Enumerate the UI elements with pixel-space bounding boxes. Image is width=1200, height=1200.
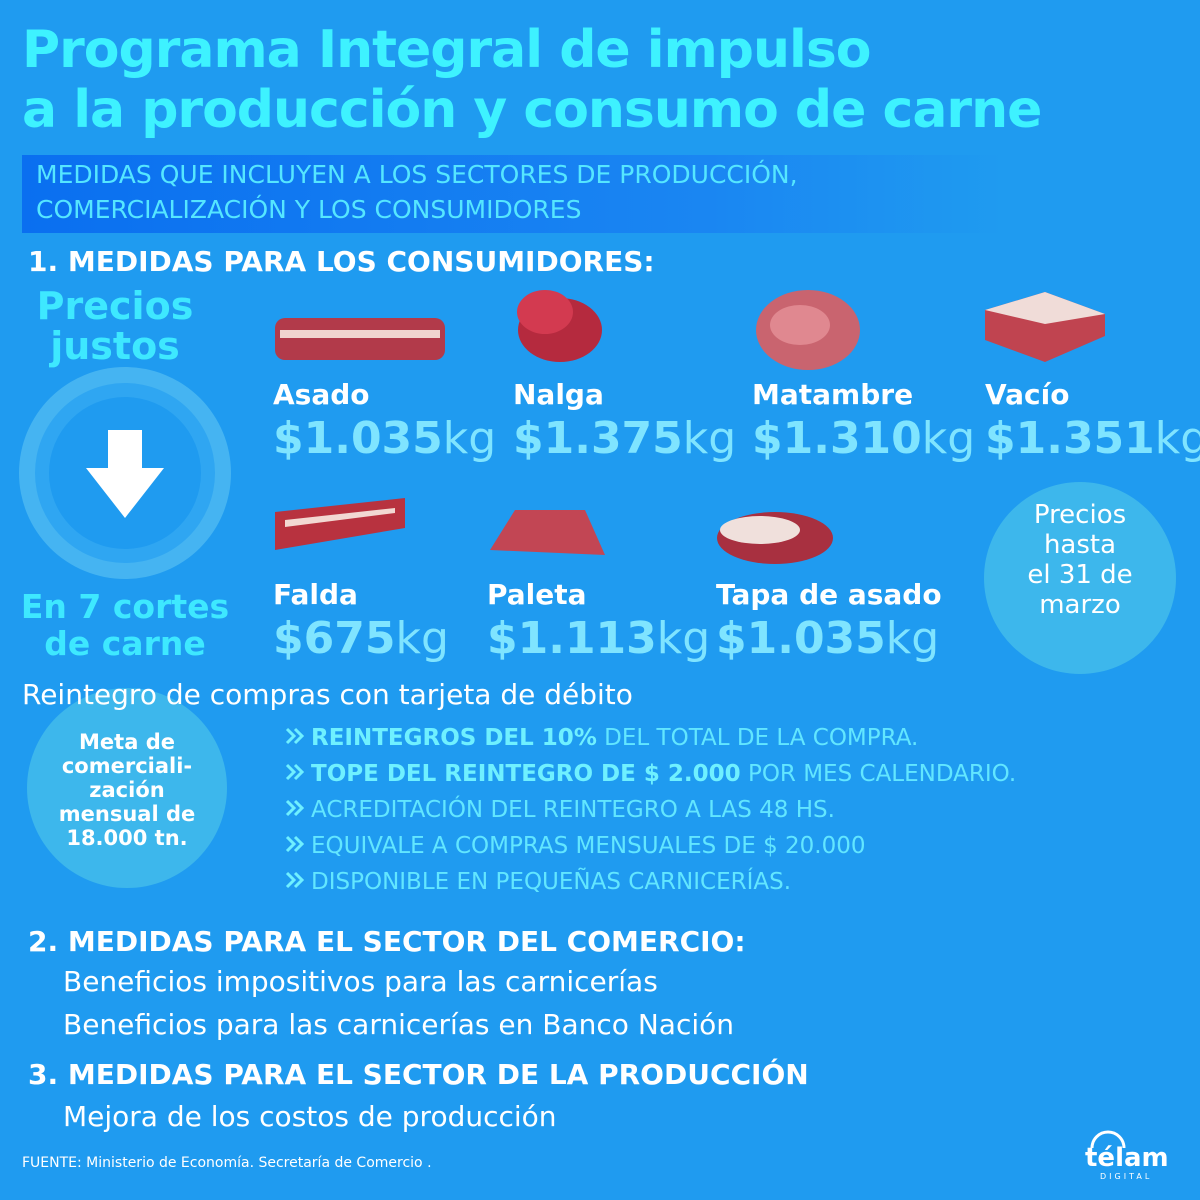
cut-price: $1.113kg — [487, 613, 710, 664]
section-heading: 1. MEDIDAS PARA LOS CONSUMIDORES: — [28, 245, 655, 278]
goal-bubble — [27, 688, 227, 888]
cut-name: Paleta — [487, 578, 587, 611]
price-unit: kg — [442, 413, 497, 464]
price-value: $675 — [273, 613, 396, 664]
price-unit: kg — [656, 613, 711, 664]
item: Beneficios para las carnicerías en Banco… — [63, 1008, 734, 1041]
title: a la producción y consumo de carne — [22, 80, 1042, 140]
cut-name: Falda — [273, 578, 358, 611]
cut-price: $1.035kg — [273, 413, 496, 464]
bullet-text: DEL TOTAL DE LA COMPRA. — [596, 725, 919, 751]
subtitle-band — [22, 155, 1002, 233]
chevron — [285, 833, 311, 859]
cut-name: Nalga — [513, 378, 604, 411]
goal: Meta de comerciali-zación mensual de 18.000… — [27, 730, 227, 850]
section-heading: 2. MEDIDAS PARA EL SECTOR DEL COMERCIO: — [28, 925, 746, 958]
validity: Precios hasta el 31 de marzo — [985, 500, 1175, 620]
line: el 31 de — [1027, 560, 1133, 590]
cut-price: $1.310kg — [752, 413, 975, 464]
bullet-text: POR MES CALENDARIO. — [740, 761, 1017, 787]
chevron — [285, 797, 311, 823]
chevron-icon — [285, 835, 305, 853]
cut-price: $1.375kg — [513, 413, 736, 464]
item: Beneficios impositivos para las carnicer… — [63, 965, 658, 998]
line: hasta — [1043, 530, 1117, 560]
chevron-icon — [285, 871, 305, 889]
logo-sub: DIGITAL — [1100, 1172, 1153, 1181]
section-heading: 3. MEDIDAS PARA EL SECTOR DE LA PRODUCCI… — [28, 1058, 809, 1091]
price-unit: kg — [682, 413, 737, 464]
arrow-down — [86, 430, 164, 518]
line: comerciali- — [61, 754, 193, 778]
chevron — [285, 725, 311, 751]
bullet-text: EQUIVALE A COMPRAS MENSUALES DE $ 20.000 — [311, 833, 866, 859]
cut-price: $1.035kg — [716, 613, 939, 664]
logo: télam — [1085, 1143, 1169, 1173]
bullet-text: DISPONIBLE EN PEQUEÑAS CARNICERÍAS. — [311, 869, 792, 895]
cut-name: Vacío — [985, 378, 1070, 411]
price-unit: kg — [1154, 413, 1200, 464]
line: Precios — [36, 284, 194, 328]
price-unit: kg — [921, 413, 976, 464]
line: 18.000 tn. — [66, 826, 188, 850]
bullet-bold: TOPE DEL REINTEGRO DE $ 2.000 — [311, 761, 741, 787]
cut-price: $1.351kg — [985, 413, 1200, 464]
line: mensual de — [58, 802, 196, 826]
bullet: REINTEGROS DEL 10% DEL TOTAL DE LA COMPR… — [285, 725, 918, 751]
chevron — [285, 869, 311, 895]
bullet: ACREDITACIÓN DEL REINTEGRO A LAS 48 HS. — [285, 797, 835, 823]
line: zación — [89, 778, 165, 802]
validity-bubble — [984, 482, 1176, 674]
side-title: Precios justos — [20, 286, 210, 366]
price-value: $1.310 — [752, 413, 922, 464]
bullet-text: ACREDITACIÓN DEL REINTEGRO A LAS 48 HS. — [311, 797, 835, 823]
logo-signal — [1090, 1130, 1126, 1149]
source: FUENTE: Ministerio de Economía. Secretar… — [22, 1155, 432, 1171]
item: Mejora de los costos de producción — [63, 1100, 557, 1133]
title: Programa Integral de impulso — [22, 20, 872, 80]
chevron — [285, 761, 311, 787]
line: justos — [50, 324, 180, 368]
price-unit: kg — [885, 613, 940, 664]
cut-name: Matambre — [752, 378, 914, 411]
line: En 7 cortes — [20, 587, 230, 626]
price-value: $1.375 — [513, 413, 683, 464]
cut-name: Asado — [273, 378, 370, 411]
price-value: $1.035 — [273, 413, 443, 464]
chevron-icon — [285, 763, 305, 781]
cut-name: Tapa de asado — [716, 578, 942, 611]
price-value: $1.035 — [716, 613, 886, 664]
price-value: $1.113 — [487, 613, 657, 664]
bullet-bold: REINTEGROS DEL 10% — [311, 725, 597, 751]
chevron-icon — [285, 727, 305, 745]
price-value: $1.351 — [985, 413, 1155, 464]
chevron-icon — [285, 799, 305, 817]
line: marzo — [1039, 590, 1121, 620]
bullet: TOPE DEL REINTEGRO DE $ 2.000 POR MES CA… — [285, 761, 1016, 787]
subtitle: MEDIDAS QUE INCLUYEN A LOS SECTORES DE P… — [36, 160, 798, 189]
meat-images — [275, 290, 1105, 564]
bullet: DISPONIBLE EN PEQUEÑAS CARNICERÍAS. — [285, 869, 791, 895]
line: Precios — [1033, 500, 1127, 530]
cut-price: $675kg — [273, 613, 449, 664]
line: de carne — [44, 624, 206, 663]
line: Meta de — [79, 730, 175, 754]
bullet: EQUIVALE A COMPRAS MENSUALES DE $ 20.000 — [285, 833, 866, 859]
refund-title: Reintegro de compras con tarjeta de débi… — [22, 678, 633, 711]
side-caption: En 7 cortes de carne — [0, 588, 250, 662]
price-unit: kg — [395, 613, 449, 664]
subtitle: COMERCIALIZACIÓN Y LOS CONSUMIDORES — [36, 195, 582, 224]
